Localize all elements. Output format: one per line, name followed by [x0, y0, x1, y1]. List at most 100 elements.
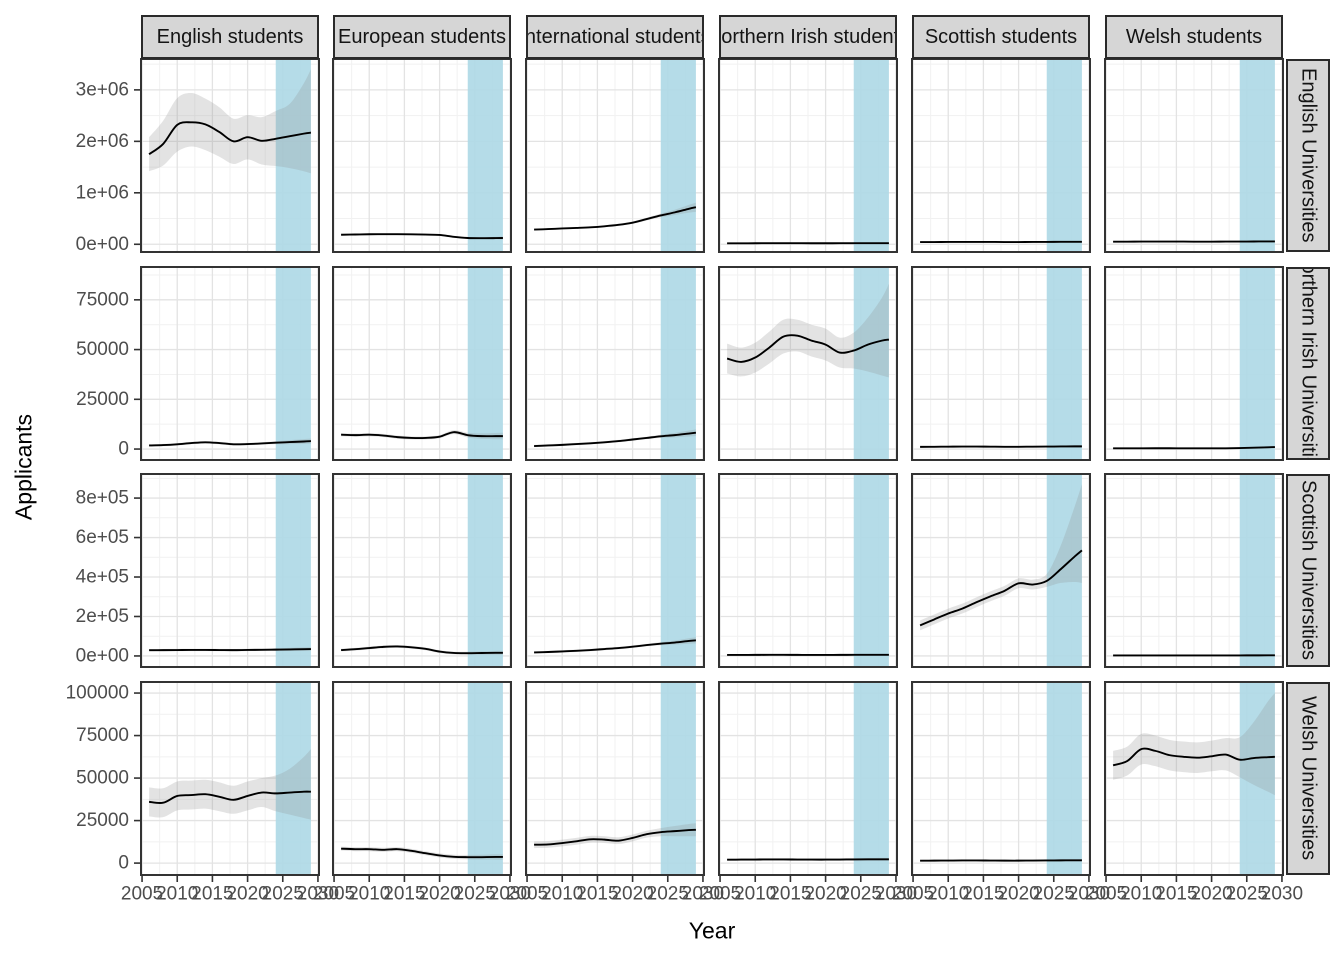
forecast-band — [467, 474, 503, 667]
forecast-band — [275, 59, 311, 252]
forecast-band — [275, 474, 311, 667]
x-tick-label: 2015 — [576, 884, 618, 905]
panel-border — [911, 266, 1091, 461]
facet-panel-r3c1 — [332, 681, 512, 876]
y-tick-label: 75000 — [76, 725, 129, 746]
x-tick-label: 2030 — [297, 884, 339, 905]
panel-border — [525, 266, 705, 461]
col-strip-1: English students — [141, 15, 319, 59]
trend-line — [148, 790, 311, 804]
x-tick-label: 2030 — [1261, 884, 1303, 905]
facet-panel-r0c4 — [911, 58, 1091, 253]
x-tick-label: 2010 — [734, 884, 776, 905]
x-tick-label: 2020 — [997, 884, 1039, 905]
col-strip-3: International students — [526, 15, 704, 59]
panel-border — [1104, 473, 1284, 668]
panel-border — [718, 473, 898, 668]
x-tick-label: 2025 — [262, 884, 304, 905]
facet-panel-r2c3 — [718, 473, 898, 668]
forecast-band — [275, 682, 311, 875]
x-tick-label: 2015 — [962, 884, 1004, 905]
trend-line — [148, 121, 312, 155]
facet-panel-r2c5 — [1104, 473, 1284, 668]
y-tick-label: 0 — [118, 853, 129, 874]
forecast-band — [853, 474, 889, 667]
col-strip-5: Scottish students — [912, 15, 1090, 59]
x-tick-label: 2005 — [506, 884, 548, 905]
forecast-band — [1046, 474, 1082, 667]
panel-border — [1104, 681, 1284, 876]
panel-border — [911, 58, 1091, 253]
col-strip-2: European students — [333, 15, 511, 59]
forecast-band — [1239, 474, 1275, 667]
x-tick-label: 2015 — [1155, 884, 1197, 905]
trend-line — [919, 549, 1083, 627]
y-tick-label: 75000 — [76, 289, 129, 310]
x-tick-label: 2005 — [313, 884, 355, 905]
facet-panel-r1c2 — [525, 266, 705, 461]
facet-panel-r3c2 — [525, 681, 705, 876]
x-tick-label: 2005 — [121, 884, 163, 905]
panel-border — [718, 681, 898, 876]
forecast-band — [1239, 59, 1275, 252]
facet-panel-r2c4 — [911, 473, 1091, 668]
facet-panel-r0c1 — [332, 58, 512, 253]
forecast-band — [467, 59, 503, 252]
forecast-band — [467, 682, 503, 875]
x-tick-label: 2030 — [489, 884, 531, 905]
x-tick-label: 2025 — [1226, 884, 1268, 905]
row-strip-1: English Universities — [1286, 59, 1330, 252]
trend-line — [341, 645, 503, 655]
y-tick-label: 50000 — [76, 339, 129, 360]
x-tick-label: 2010 — [1120, 884, 1162, 905]
forecast-band — [1046, 267, 1082, 460]
x-tick-label: 2005 — [892, 884, 934, 905]
trend-line — [534, 206, 697, 231]
col-strip-4: Northern Irish students — [719, 15, 897, 59]
facet-panel-r0c2 — [525, 58, 705, 253]
x-tick-label: 2015 — [769, 884, 811, 905]
forecast-band — [275, 267, 311, 460]
x-tick-label: 2010 — [156, 884, 198, 905]
facet-panel-r0c3 — [718, 58, 898, 253]
panel-border — [332, 473, 512, 668]
facet-panel-r1c3 — [718, 266, 898, 461]
forecast-band — [853, 682, 889, 875]
panel-border — [332, 266, 512, 461]
x-tick-label: 2025 — [840, 884, 882, 905]
forecast-band — [660, 474, 696, 667]
facet-panel-r3c3 — [718, 681, 898, 876]
facet-panel-r2c1 — [332, 473, 512, 668]
y-tick-label: 0e+00 — [76, 645, 129, 666]
x-tick-label: 2010 — [348, 884, 390, 905]
trend-line — [534, 828, 696, 846]
facet-panel-r2c0 — [140, 473, 320, 668]
x-tick-label: 2015 — [191, 884, 233, 905]
facet-panel-r0c0 — [140, 58, 320, 253]
y-tick-label: 6e+05 — [76, 527, 129, 548]
facet-panel-r2c2 — [525, 473, 705, 668]
facet-panel-r0c5 — [1104, 58, 1284, 253]
trend-line — [341, 431, 503, 439]
panel-border — [140, 266, 320, 461]
x-tick-label: 2030 — [875, 884, 917, 905]
panel-border — [140, 58, 320, 253]
trend-line — [341, 233, 503, 240]
confidence-ribbon — [1113, 693, 1275, 796]
x-tick-label: 2020 — [418, 884, 460, 905]
y-tick-label: 0e+00 — [76, 234, 129, 255]
y-tick-label: 3e+06 — [76, 79, 129, 100]
row-strip-4: Welsh Universities — [1286, 682, 1330, 875]
col-strip-6: Welsh students — [1105, 15, 1283, 59]
x-tick-label: 2015 — [383, 884, 425, 905]
confidence-ribbon — [149, 69, 311, 174]
forecast-band — [467, 267, 503, 460]
facet-panel-r3c5 — [1104, 681, 1284, 876]
y-tick-label: 2e+06 — [76, 131, 129, 152]
trend-line — [920, 445, 1082, 448]
x-tick-label: 2030 — [1068, 884, 1110, 905]
trend-line — [1113, 446, 1275, 450]
confidence-ribbon — [341, 430, 503, 440]
